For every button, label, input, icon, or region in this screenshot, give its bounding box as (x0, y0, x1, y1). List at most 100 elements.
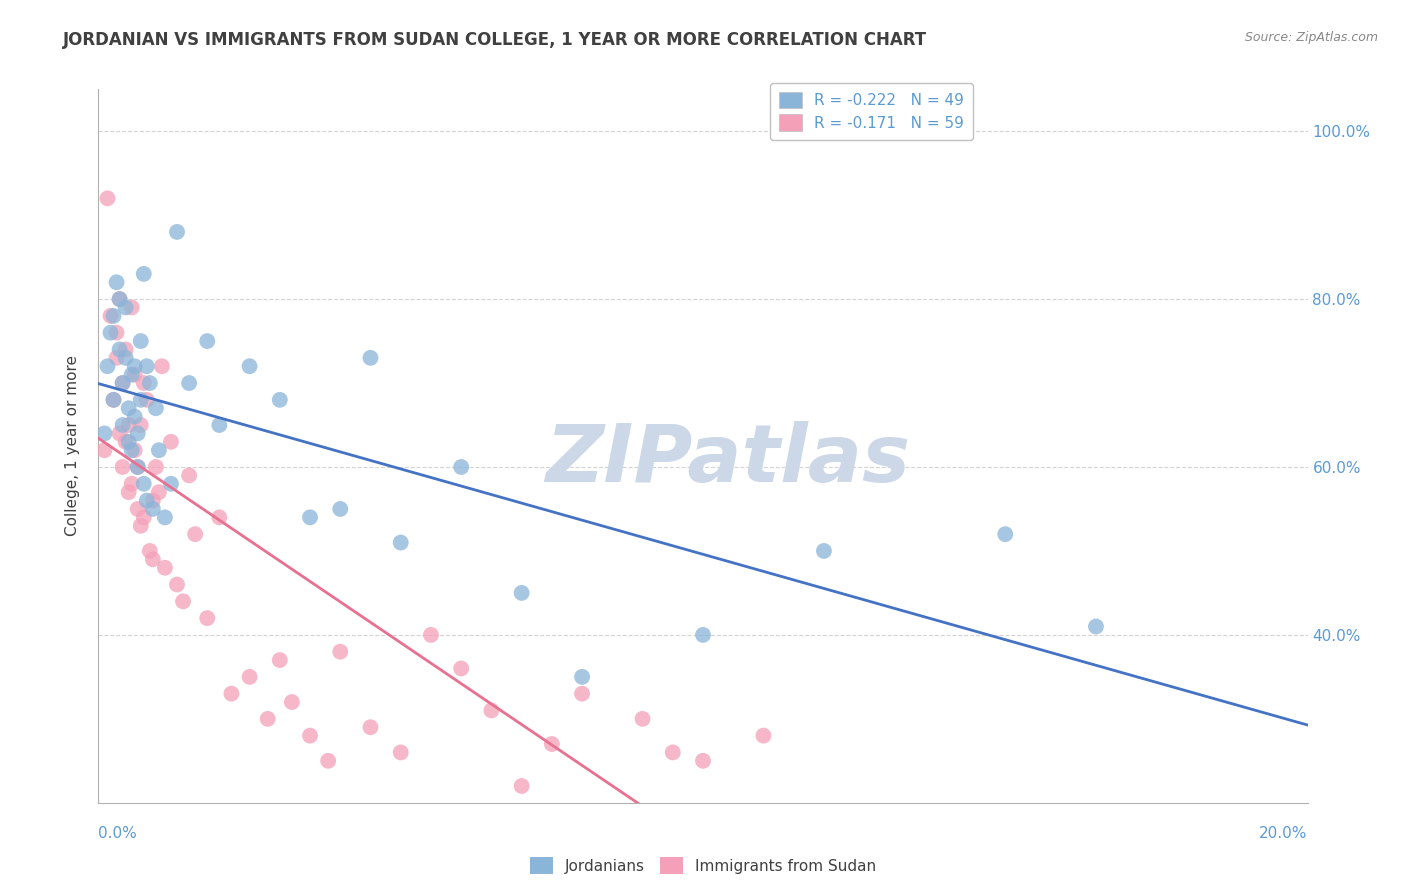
Point (571, 670, 593, 684)
Point (329, 502, 352, 516)
Point (148, 485, 170, 500)
Point (93, 426, 115, 441)
Point (139, 544, 162, 558)
Point (299, 729, 322, 743)
Point (103, 392, 125, 407)
Point (145, 401, 167, 416)
Point (96, 191, 118, 205)
Point (1085, 619, 1108, 633)
Point (269, 653, 291, 667)
Point (153, 510, 176, 524)
Point (299, 510, 322, 524)
Point (121, 301, 143, 315)
Point (105, 351, 128, 365)
Point (661, 746, 683, 760)
Point (145, 460, 167, 475)
Point (118, 485, 141, 500)
Text: Source: ZipAtlas.com: Source: ZipAtlas.com (1244, 31, 1378, 45)
Point (108, 292, 131, 306)
Point (221, 687, 243, 701)
Point (329, 645, 352, 659)
Text: JORDANIAN VS IMMIGRANTS FROM SUDAN COLLEGE, 1 YEAR OR MORE CORRELATION CHART: JORDANIAN VS IMMIGRANTS FROM SUDAN COLLE… (63, 31, 928, 49)
Point (389, 746, 412, 760)
Point (184, 527, 207, 541)
Point (114, 301, 136, 315)
Legend: Jordanians, Immigrants from Sudan: Jordanians, Immigrants from Sudan (523, 851, 883, 880)
Point (160, 476, 183, 491)
Point (129, 392, 152, 407)
Point (105, 326, 128, 340)
Point (208, 510, 231, 524)
Point (118, 417, 141, 432)
Point (142, 552, 165, 566)
Point (96, 359, 118, 374)
Point (129, 334, 152, 348)
Point (108, 292, 131, 306)
Point (389, 535, 412, 549)
Point (103, 392, 125, 407)
Point (179, 468, 201, 483)
Point (121, 476, 143, 491)
Point (114, 351, 136, 365)
Text: 0.0%: 0.0% (98, 827, 138, 841)
Text: ZIPatlas: ZIPatlas (544, 421, 910, 500)
Point (121, 368, 143, 382)
Point (132, 510, 155, 524)
Point (450, 661, 472, 675)
Legend: R = -0.222   N = 49, R = -0.171   N = 59: R = -0.222 N = 49, R = -0.171 N = 59 (770, 83, 973, 140)
Point (510, 586, 533, 600)
Point (93, 443, 115, 458)
Point (132, 267, 155, 281)
Point (281, 695, 304, 709)
Point (132, 476, 155, 491)
Point (179, 376, 201, 390)
Point (752, 729, 775, 743)
Point (135, 493, 157, 508)
Point (142, 493, 165, 508)
Point (239, 670, 262, 684)
Point (118, 434, 141, 449)
Point (127, 460, 149, 475)
Point (360, 351, 382, 365)
Point (540, 737, 562, 751)
Point (111, 417, 134, 432)
Point (127, 426, 149, 441)
Point (150, 359, 173, 374)
Point (114, 434, 136, 449)
Point (195, 334, 218, 348)
Point (111, 376, 134, 390)
Point (139, 376, 162, 390)
Point (481, 703, 503, 717)
Point (148, 443, 170, 458)
Point (129, 518, 152, 533)
Point (100, 326, 122, 340)
Point (108, 426, 131, 441)
Point (692, 754, 714, 768)
Point (132, 376, 155, 390)
Point (127, 502, 149, 516)
Point (135, 392, 157, 407)
Point (105, 275, 128, 289)
Point (100, 309, 122, 323)
Point (166, 577, 188, 591)
Point (208, 417, 231, 432)
Point (111, 460, 134, 475)
Point (172, 594, 194, 608)
Point (124, 368, 146, 382)
Point (360, 720, 382, 734)
Point (111, 376, 134, 390)
Text: 20.0%: 20.0% (1260, 827, 1308, 841)
Point (108, 343, 131, 357)
Point (420, 628, 443, 642)
Point (135, 359, 157, 374)
Point (142, 502, 165, 516)
Y-axis label: College, 1 year or more: College, 1 year or more (65, 356, 80, 536)
Point (994, 527, 1017, 541)
Point (129, 417, 152, 432)
Point (571, 687, 593, 701)
Point (114, 343, 136, 357)
Point (103, 309, 125, 323)
Point (195, 611, 218, 625)
Point (127, 460, 149, 475)
Point (153, 560, 176, 574)
